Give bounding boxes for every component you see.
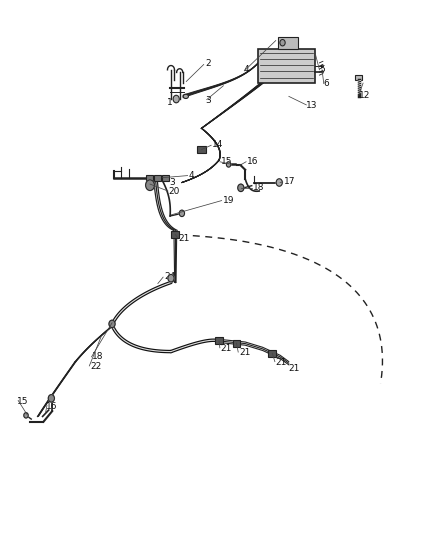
- Text: 21: 21: [288, 364, 299, 373]
- Circle shape: [146, 180, 154, 190]
- Text: 18: 18: [92, 352, 104, 361]
- Text: 21: 21: [221, 344, 232, 353]
- FancyBboxPatch shape: [154, 174, 161, 181]
- FancyBboxPatch shape: [278, 37, 298, 49]
- FancyBboxPatch shape: [146, 174, 152, 181]
- Text: 15: 15: [17, 397, 29, 406]
- FancyBboxPatch shape: [355, 75, 362, 80]
- Text: 14: 14: [212, 140, 223, 149]
- FancyBboxPatch shape: [268, 350, 276, 357]
- Text: 21: 21: [239, 348, 251, 357]
- Text: 21: 21: [179, 234, 190, 243]
- Text: 5: 5: [319, 66, 325, 74]
- Circle shape: [226, 162, 231, 167]
- FancyBboxPatch shape: [197, 146, 206, 154]
- Text: 12: 12: [359, 91, 370, 100]
- Text: 1: 1: [166, 98, 173, 107]
- Ellipse shape: [183, 94, 188, 99]
- Text: 20: 20: [169, 187, 180, 196]
- FancyBboxPatch shape: [162, 174, 169, 181]
- Text: 17: 17: [284, 177, 295, 186]
- FancyBboxPatch shape: [258, 49, 315, 83]
- Circle shape: [48, 394, 54, 402]
- Text: 6: 6: [324, 79, 329, 88]
- Text: 16: 16: [46, 402, 58, 411]
- Circle shape: [109, 320, 115, 328]
- Circle shape: [238, 184, 244, 191]
- FancyBboxPatch shape: [215, 337, 223, 344]
- FancyBboxPatch shape: [171, 231, 179, 238]
- Text: 24: 24: [164, 272, 175, 280]
- Circle shape: [168, 274, 174, 282]
- Text: 3: 3: [169, 178, 174, 187]
- Text: 16: 16: [247, 157, 259, 166]
- Text: 19: 19: [223, 196, 234, 205]
- Circle shape: [173, 95, 179, 103]
- Circle shape: [24, 413, 28, 418]
- Text: 2: 2: [205, 59, 211, 68]
- Circle shape: [280, 39, 285, 46]
- Text: 4: 4: [188, 171, 194, 180]
- FancyBboxPatch shape: [233, 340, 240, 346]
- Text: 4: 4: [244, 66, 249, 74]
- Text: 18: 18: [253, 183, 265, 192]
- Text: 21: 21: [276, 358, 287, 367]
- Text: 3: 3: [205, 96, 211, 105]
- Circle shape: [276, 179, 283, 186]
- Text: 22: 22: [90, 362, 102, 371]
- Circle shape: [179, 210, 184, 216]
- Text: 13: 13: [306, 101, 318, 110]
- Text: 15: 15: [221, 157, 233, 166]
